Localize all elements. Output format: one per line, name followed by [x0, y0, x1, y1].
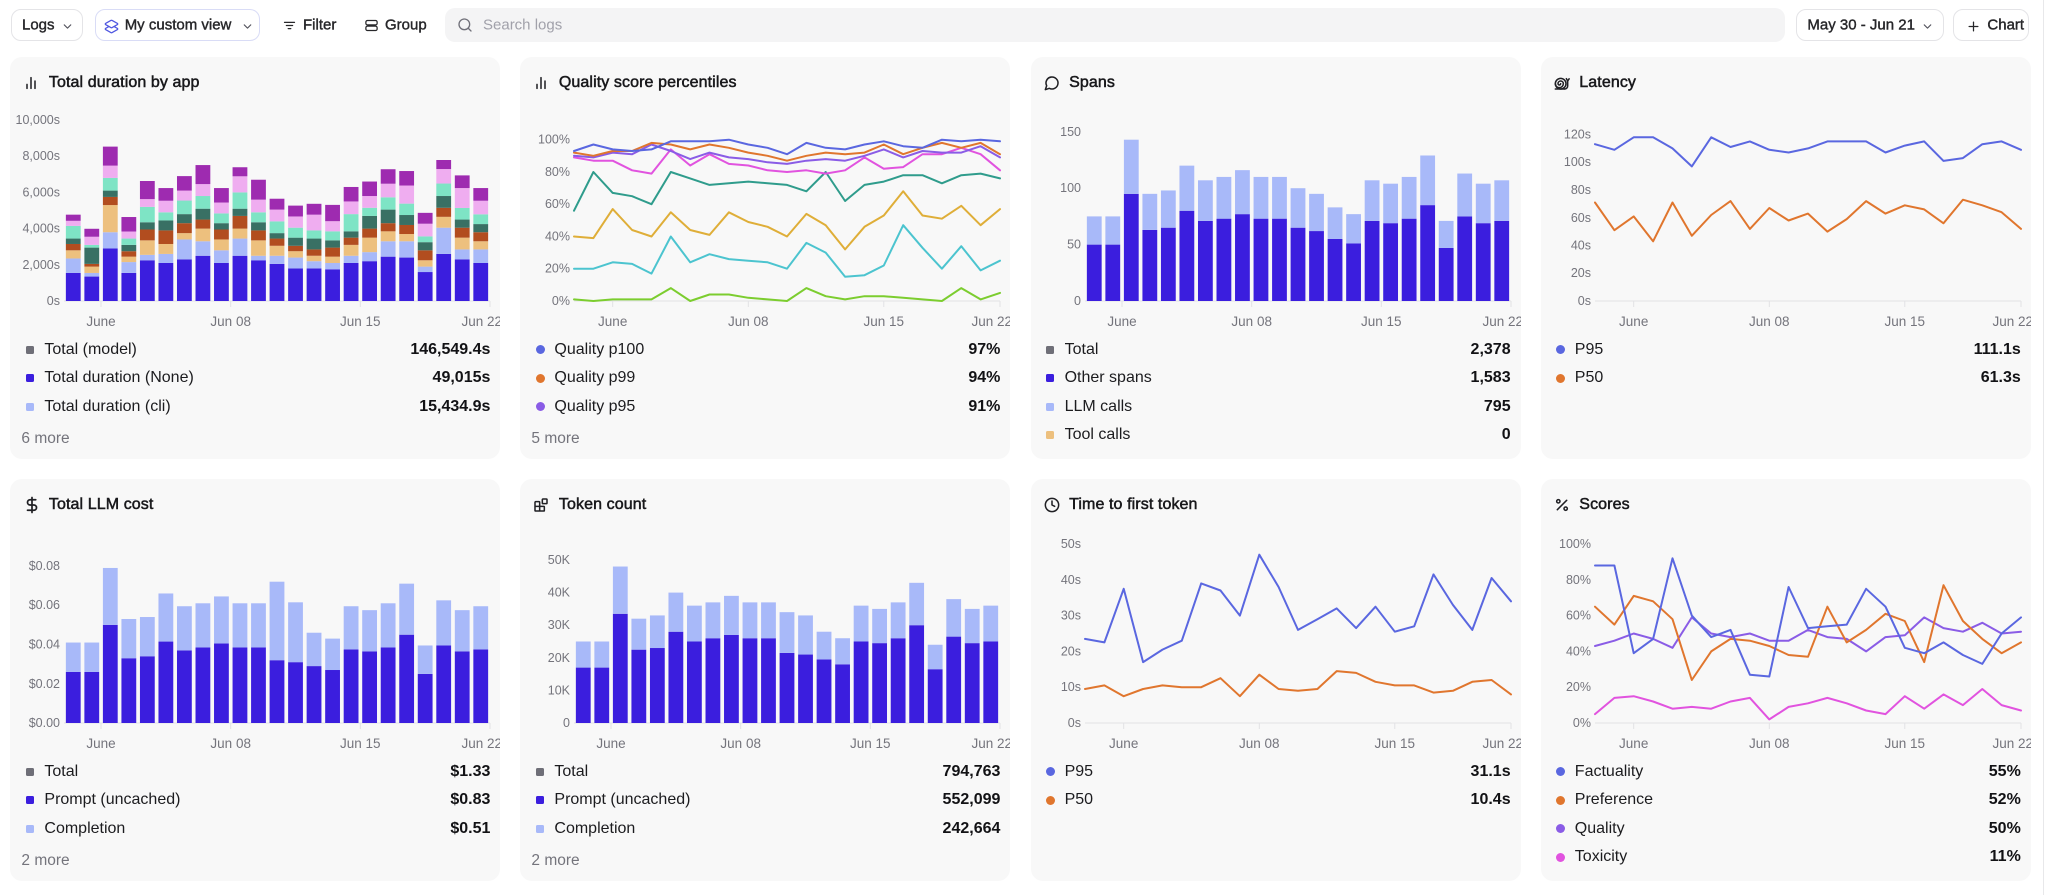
svg-text:40%: 40% — [545, 230, 570, 244]
svg-text:150: 150 — [1060, 125, 1081, 139]
svg-text:Jun 15: Jun 15 — [1361, 314, 1402, 329]
svg-text:30s: 30s — [1060, 609, 1080, 623]
svg-text:Jun 15: Jun 15 — [340, 314, 381, 329]
svg-text:June: June — [597, 736, 626, 751]
svg-text:Jun 22: Jun 22 — [462, 736, 501, 751]
svg-text:Jun 08: Jun 08 — [1231, 314, 1272, 329]
svg-text:40s: 40s — [1571, 239, 1591, 253]
svg-text:Jun 08: Jun 08 — [1749, 314, 1790, 329]
svg-text:$0.06: $0.06 — [29, 599, 60, 613]
svg-text:50: 50 — [1067, 238, 1081, 252]
svg-text:June: June — [87, 314, 116, 329]
svg-text:$0.08: $0.08 — [29, 559, 60, 573]
svg-text:Jun 22: Jun 22 — [1992, 736, 2031, 751]
svg-text:0s: 0s — [1578, 294, 1591, 308]
svg-text:0%: 0% — [1573, 716, 1591, 730]
svg-text:June: June — [1109, 736, 1138, 751]
svg-text:40s: 40s — [1060, 573, 1080, 587]
svg-text:20%: 20% — [1566, 681, 1591, 695]
svg-text:20s: 20s — [1571, 267, 1591, 281]
svg-text:Jun 08: Jun 08 — [728, 314, 769, 329]
svg-text:June: June — [87, 736, 116, 751]
svg-text:Jun 22: Jun 22 — [1992, 314, 2031, 329]
svg-text:20s: 20s — [1060, 645, 1080, 659]
svg-text:6,000s: 6,000s — [23, 186, 61, 200]
svg-text:120s: 120s — [1564, 128, 1591, 142]
svg-text:Jun 22: Jun 22 — [972, 314, 1011, 329]
svg-text:50K: 50K — [548, 553, 571, 567]
svg-text:10s: 10s — [1060, 681, 1080, 695]
svg-text:100: 100 — [1060, 182, 1081, 196]
svg-text:60%: 60% — [1566, 609, 1591, 623]
svg-text:$0.02: $0.02 — [29, 677, 60, 691]
svg-text:80%: 80% — [545, 165, 570, 179]
svg-text:80%: 80% — [1566, 573, 1591, 587]
svg-text:Jun 22: Jun 22 — [1482, 314, 1521, 329]
svg-text:June: June — [1619, 736, 1648, 751]
svg-text:June: June — [1107, 314, 1136, 329]
svg-text:Jun 08: Jun 08 — [1239, 736, 1280, 751]
svg-text:10K: 10K — [548, 684, 571, 698]
svg-text:8,000s: 8,000s — [23, 150, 61, 164]
svg-text:100%: 100% — [538, 133, 570, 147]
svg-text:Jun 22: Jun 22 — [462, 314, 501, 329]
svg-text:60%: 60% — [545, 198, 570, 212]
svg-text:80s: 80s — [1571, 183, 1591, 197]
svg-text:Jun 08: Jun 08 — [211, 736, 252, 751]
svg-text:50s: 50s — [1060, 537, 1080, 551]
svg-text:June: June — [1619, 314, 1648, 329]
svg-text:June: June — [598, 314, 627, 329]
svg-text:Jun 15: Jun 15 — [1884, 314, 1925, 329]
svg-text:Jun 15: Jun 15 — [340, 736, 381, 751]
svg-text:Jun 15: Jun 15 — [1884, 736, 1925, 751]
svg-text:20K: 20K — [548, 651, 571, 665]
svg-text:0: 0 — [1074, 294, 1081, 308]
svg-text:Jun 15: Jun 15 — [1374, 736, 1415, 751]
svg-text:Jun 22: Jun 22 — [972, 736, 1011, 751]
svg-text:Jun 08: Jun 08 — [1749, 736, 1790, 751]
svg-text:40%: 40% — [1566, 645, 1591, 659]
svg-text:20%: 20% — [545, 262, 570, 276]
svg-text:0s: 0s — [1067, 716, 1080, 730]
svg-text:Jun 08: Jun 08 — [211, 314, 252, 329]
svg-text:0: 0 — [563, 716, 570, 730]
svg-text:$0.04: $0.04 — [29, 638, 60, 652]
svg-text:Jun 15: Jun 15 — [864, 314, 905, 329]
svg-text:0%: 0% — [552, 294, 570, 308]
svg-text:2,000s: 2,000s — [23, 258, 61, 272]
svg-text:60s: 60s — [1571, 211, 1591, 225]
svg-text:4,000s: 4,000s — [23, 222, 61, 236]
svg-text:40K: 40K — [548, 586, 571, 600]
svg-text:30K: 30K — [548, 619, 571, 633]
svg-text:100s: 100s — [1564, 156, 1591, 170]
svg-text:100%: 100% — [1559, 537, 1591, 551]
svg-text:10,000s: 10,000s — [16, 113, 60, 127]
svg-text:Jun 15: Jun 15 — [850, 736, 891, 751]
svg-text:Jun 22: Jun 22 — [1482, 736, 1521, 751]
svg-text:$0.00: $0.00 — [29, 716, 60, 730]
svg-text:0s: 0s — [47, 294, 60, 308]
svg-text:Jun 08: Jun 08 — [721, 736, 762, 751]
